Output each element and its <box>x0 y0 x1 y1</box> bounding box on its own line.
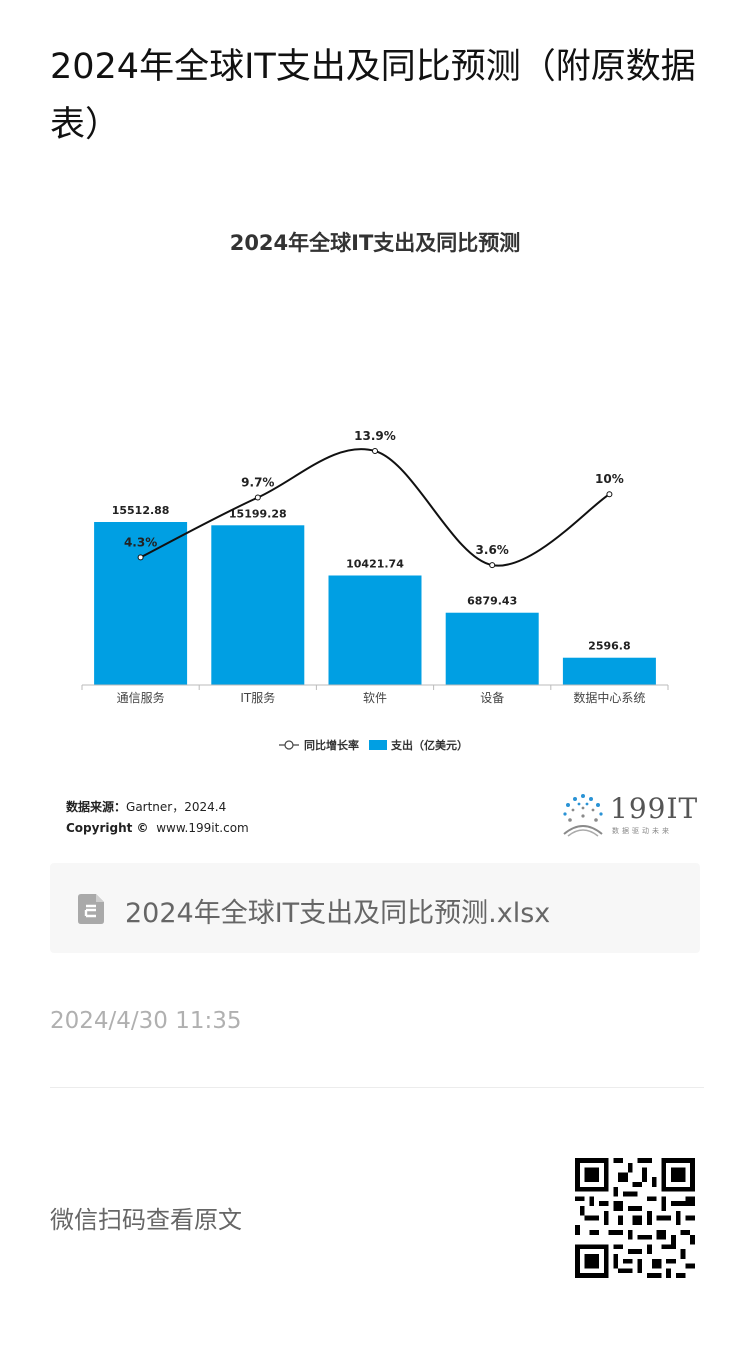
source-text: Gartner，2024.4 <box>126 800 227 814</box>
source-label: 数据来源： <box>66 800 127 814</box>
brand-tagline: 数据驱动未来 <box>612 827 672 835</box>
bar <box>328 575 422 685</box>
attachment-card[interactable]: 2024年全球IT支出及同比预测.xlsx <box>50 863 700 953</box>
spreadsheet-file-icon <box>78 894 104 924</box>
legend-bar-marker <box>369 740 387 750</box>
qr-caption: 微信扫码查看原文 <box>50 1206 242 1234</box>
copyright-line: Copyright © www.199it.com <box>66 818 249 839</box>
x-tick-label: IT服务 <box>240 690 275 705</box>
growth-rate-label: 4.3% <box>124 535 157 549</box>
growth-rate-line <box>140 448 610 567</box>
bar <box>562 657 656 685</box>
source-block: 数据来源：Gartner，2024.4 Copyright © www.199i… <box>66 797 249 839</box>
legend-line-circle <box>284 740 294 750</box>
bar-value-label: 6879.43 <box>467 595 517 608</box>
bar-value-labels: 15512.88 15199.28 10421.74 6879.43 2596.8 <box>112 504 631 653</box>
chart: 2024年全球IT支出及同比预测 15512.88 15199.28 10421.7… <box>81 231 669 752</box>
bar-value-label: 15512.88 <box>112 504 170 517</box>
legend-item-bar: 支出（亿美元） <box>390 738 468 752</box>
page-title: 2024年全球IT支出及同比预测（附原数据表） <box>50 47 696 145</box>
x-tick-label: 数据中心系统 <box>573 690 645 705</box>
publish-timestamp: 2024/4/30 11:35 <box>50 1008 242 1034</box>
growth-rate-points <box>137 448 613 569</box>
199it-logo-icon <box>563 794 603 837</box>
x-axis-labels: 通信服务 IT服务 软件 设备 数据中心系统 <box>117 690 646 705</box>
x-tick-label: 设备 <box>480 691 504 705</box>
growth-rate-point <box>137 554 144 561</box>
bar-value-label: 10421.74 <box>346 557 404 570</box>
chart-title: 2024年全球IT支出及同比预测 <box>230 231 521 255</box>
legend: 同比增长率 支出（亿美元） <box>279 738 468 752</box>
bar-value-label: 2596.8 <box>588 640 630 653</box>
divider <box>50 1087 704 1088</box>
brand-name: 199IT <box>610 792 699 825</box>
bar-value-label: 15199.28 <box>229 507 287 520</box>
copyright-url: www.199it.com <box>156 821 249 835</box>
source-line: 数据来源：Gartner，2024.4 <box>66 797 249 818</box>
x-tick-label: 通信服务 <box>117 690 165 705</box>
legend-item-line: 同比增长率 <box>304 738 359 752</box>
growth-rate-label: 10% <box>595 472 624 486</box>
growth-rate-label: 9.7% <box>241 476 274 490</box>
attachment-file-name: 2024年全球IT支出及同比预测.xlsx <box>125 898 551 929</box>
bar <box>211 525 305 685</box>
brand-logo: 199IT 数据驱动未来 <box>558 790 698 840</box>
copyright-label: Copyright © <box>66 821 149 835</box>
growth-rate-point <box>254 494 261 501</box>
growth-rate-label: 13.9% <box>354 429 396 443</box>
growth-rate-point <box>372 448 378 454</box>
growth-rate-labels: 4.3% 9.7% 13.9% 3.6% 10% <box>124 429 624 557</box>
qr-code-icon[interactable] <box>575 1158 695 1278</box>
growth-rate-point <box>489 562 496 569</box>
bar <box>94 522 188 685</box>
growth-rate-label: 3.6% <box>476 543 509 557</box>
growth-rate-point <box>606 491 613 498</box>
bar-series <box>94 522 656 685</box>
x-tick-label: 软件 <box>363 691 387 705</box>
x-axis-ticks <box>81 685 669 690</box>
bar <box>445 612 539 685</box>
